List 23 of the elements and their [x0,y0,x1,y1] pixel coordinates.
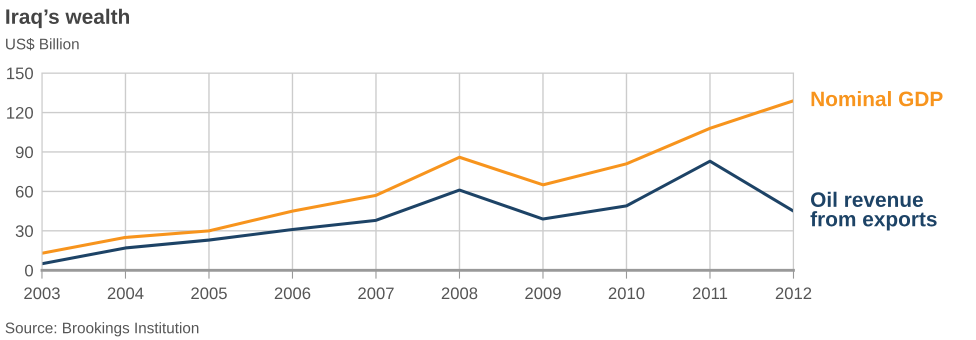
y-tick-label: 150 [7,68,33,80]
series-label: Oil revenue from exports [810,192,937,231]
x-tick-label: 2005 [191,287,227,300]
y-tick-label: 60 [16,186,33,198]
x-tick-label: 2012 [776,287,812,300]
x-tick-label: 2004 [108,287,144,300]
x-tick-label: 2006 [274,287,310,300]
line-series [42,160,794,266]
chart-title: Iraq’s wealth [6,8,130,28]
x-tick-label: 2008 [442,287,478,300]
x-tick-label: 2011 [692,287,728,300]
source-note: Source: Brookings Institution [6,322,198,336]
x-tick-label: 2010 [608,287,644,300]
line-series [42,99,794,255]
y-tick-label: 0 [25,264,33,277]
x-tick-label: 2007 [358,287,394,300]
series-label: Nominal GDP [812,91,943,106]
y-tick-label: 30 [16,225,33,238]
x-tick-label: 2003 [24,287,60,300]
y-tick-label: 90 [16,146,33,158]
chart-subtitle: US$ Billion [6,38,79,50]
x-tick-label: 2009 [525,287,561,300]
y-tick-label: 120 [7,106,33,119]
